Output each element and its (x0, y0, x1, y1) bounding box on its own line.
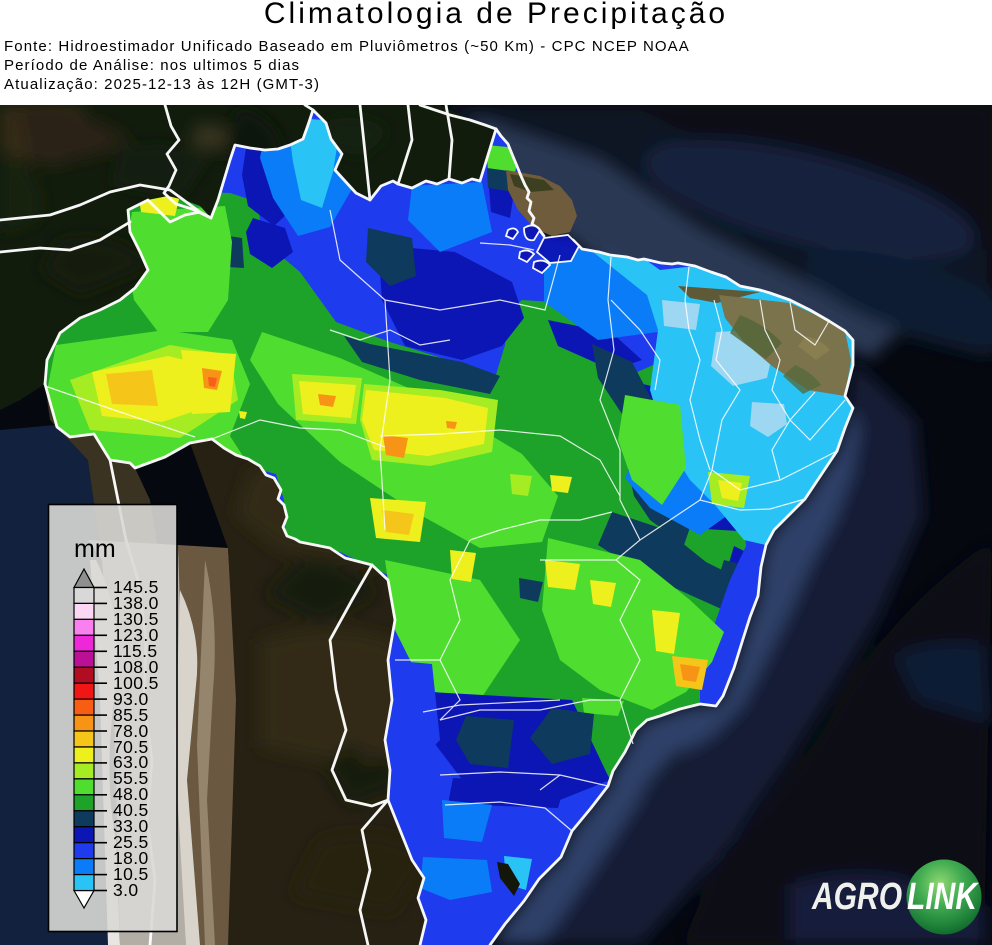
svg-text:3.0: 3.0 (113, 880, 139, 900)
svg-text:85.5: 85.5 (113, 705, 149, 725)
svg-text:78.0: 78.0 (113, 721, 149, 741)
svg-text:25.5: 25.5 (113, 832, 149, 852)
svg-text:130.5: 130.5 (113, 609, 159, 629)
svg-text:33.0: 33.0 (113, 816, 149, 836)
svg-text:40.5: 40.5 (113, 800, 149, 820)
svg-text:18.0: 18.0 (113, 848, 149, 868)
svg-text:123.0: 123.0 (113, 625, 159, 645)
svg-text:108.0: 108.0 (113, 657, 159, 677)
svg-text:145.5: 145.5 (113, 577, 159, 597)
svg-text:63.0: 63.0 (113, 752, 149, 772)
svg-text:mm: mm (74, 535, 116, 563)
svg-text:93.0: 93.0 (113, 689, 149, 709)
svg-text:55.5: 55.5 (113, 768, 149, 788)
svg-text:100.5: 100.5 (113, 673, 159, 693)
svg-text:48.0: 48.0 (113, 784, 149, 804)
svg-text:138.0: 138.0 (113, 593, 159, 613)
svg-text:10.5: 10.5 (113, 864, 149, 884)
svg-text:115.5: 115.5 (113, 641, 158, 661)
svg-text:LINK: LINK (907, 876, 979, 918)
svg-text:70.5: 70.5 (113, 737, 149, 757)
svg-text:AGRO: AGRO (811, 876, 902, 918)
